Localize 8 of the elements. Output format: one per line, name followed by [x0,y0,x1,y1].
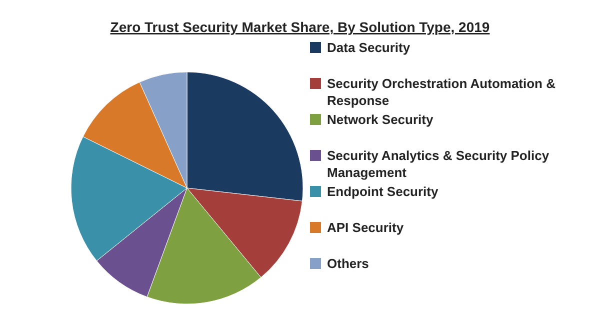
chart-title: Zero Trust Security Market Share, By Solution Type, 2019 [110,19,490,35]
legend-label: API Security [327,220,404,235]
legend-label: Others [327,256,369,271]
legend-label: Data Security [327,40,411,55]
legend-label: Security Analytics & Security Policy Management [327,148,550,180]
legend-label: Security Orchestration Automation & Response [327,76,556,108]
legend-label: Network Security [327,112,434,127]
legend-label: Endpoint Security [327,184,439,199]
